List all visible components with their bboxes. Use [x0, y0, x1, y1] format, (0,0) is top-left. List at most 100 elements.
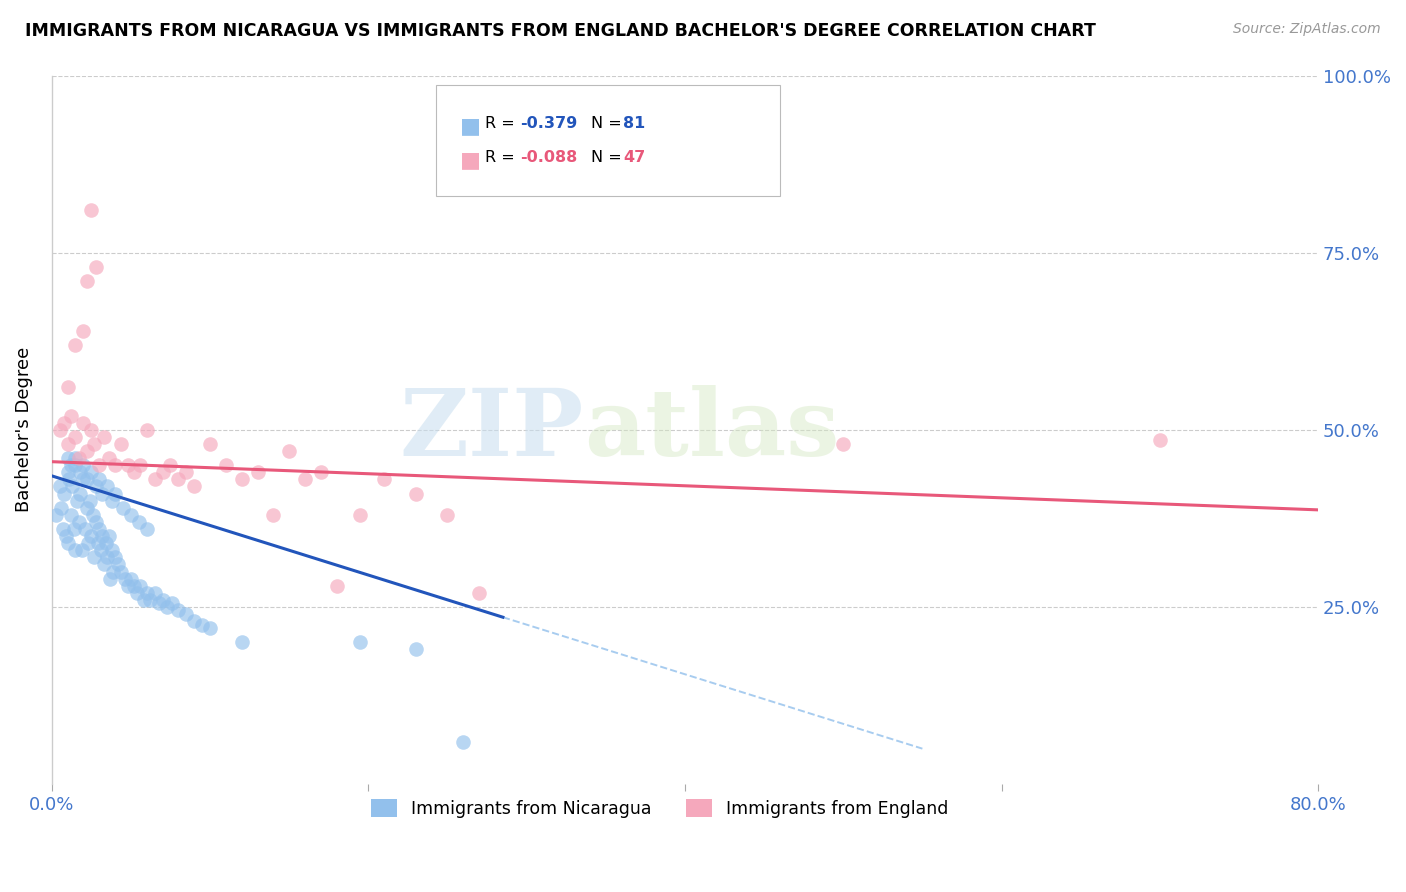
Point: [191, 617, 214, 632]
Point: [349, 635, 371, 649]
Point: [129, 579, 152, 593]
Text: R =: R =: [485, 150, 520, 165]
Point: [56, 466, 79, 480]
Text: IMMIGRANTS FROM NICARAGUA VS IMMIGRANTS FROM ENGLAND BACHELOR'S DEGREE CORRELATI: IMMIGRANTS FROM NICARAGUA VS IMMIGRANTS …: [25, 22, 1097, 40]
Point: [51, 500, 73, 515]
Point: [56, 536, 79, 550]
Point: [80, 203, 103, 218]
Point: [117, 579, 139, 593]
Text: -0.088: -0.088: [520, 150, 578, 165]
Point: [97, 451, 120, 466]
Point: [69, 486, 91, 500]
Text: R =: R =: [485, 116, 520, 131]
Point: [110, 437, 132, 451]
Point: [96, 550, 118, 565]
Point: [56, 380, 79, 394]
Point: [176, 607, 198, 621]
Point: [262, 508, 284, 522]
Point: [101, 493, 124, 508]
Point: [56, 437, 79, 451]
Point: [152, 466, 174, 480]
Point: [111, 500, 134, 515]
Point: [59, 508, 82, 522]
Point: [832, 437, 855, 451]
Point: [215, 458, 238, 473]
Point: [97, 529, 120, 543]
Point: [159, 458, 181, 473]
Point: [82, 508, 104, 522]
Point: [60, 479, 83, 493]
Point: [89, 522, 111, 536]
Point: [72, 416, 94, 430]
Point: [63, 522, 86, 536]
Point: [132, 592, 155, 607]
Point: [48, 479, 70, 493]
Point: [91, 529, 114, 543]
Point: [58, 472, 80, 486]
Point: [93, 430, 115, 444]
Point: [69, 466, 91, 480]
Point: [135, 586, 157, 600]
Point: [65, 458, 87, 473]
Point: [86, 536, 108, 550]
Point: [59, 409, 82, 423]
Point: [405, 486, 427, 500]
Point: [53, 416, 76, 430]
Point: [83, 550, 105, 565]
Point: [405, 642, 427, 657]
Point: [143, 472, 166, 486]
Point: [349, 508, 371, 522]
Legend: Immigrants from Nicaragua, Immigrants from England: Immigrants from Nicaragua, Immigrants fr…: [364, 792, 955, 825]
Text: Source: ZipAtlas.com: Source: ZipAtlas.com: [1233, 22, 1381, 37]
Point: [104, 550, 127, 565]
Point: [89, 472, 111, 486]
Point: [76, 444, 98, 458]
Point: [52, 522, 75, 536]
Point: [45, 508, 67, 522]
Point: [77, 536, 100, 550]
Point: [76, 500, 98, 515]
Point: [120, 508, 142, 522]
Point: [176, 466, 198, 480]
Point: [117, 458, 139, 473]
Text: ■: ■: [460, 150, 481, 169]
Text: 81: 81: [623, 116, 645, 131]
Point: [148, 596, 170, 610]
Point: [122, 466, 145, 480]
Text: 47: 47: [623, 150, 645, 165]
Text: -0.379: -0.379: [520, 116, 578, 131]
Point: [73, 522, 96, 536]
Point: [294, 472, 316, 486]
Point: [128, 515, 150, 529]
Point: [65, 451, 87, 466]
Point: [65, 338, 87, 352]
Point: [84, 260, 107, 274]
Point: [167, 472, 190, 486]
Point: [101, 543, 124, 558]
Point: [107, 558, 129, 572]
Point: [66, 493, 89, 508]
Y-axis label: Bachelor's Degree: Bachelor's Degree: [15, 347, 32, 512]
Point: [231, 635, 253, 649]
Point: [436, 508, 458, 522]
Text: ■: ■: [460, 116, 481, 136]
Point: [96, 479, 118, 493]
Point: [198, 437, 221, 451]
Point: [76, 274, 98, 288]
Point: [468, 586, 491, 600]
Point: [183, 479, 205, 493]
Point: [183, 614, 205, 628]
Point: [453, 734, 475, 748]
Point: [246, 466, 269, 480]
Point: [59, 458, 82, 473]
Point: [104, 458, 127, 473]
Point: [98, 572, 121, 586]
Point: [83, 437, 105, 451]
Point: [91, 486, 114, 500]
Text: ZIP: ZIP: [399, 384, 583, 475]
Point: [129, 458, 152, 473]
Point: [127, 586, 149, 600]
Point: [80, 423, 103, 437]
Point: [373, 472, 395, 486]
Point: [198, 621, 221, 635]
